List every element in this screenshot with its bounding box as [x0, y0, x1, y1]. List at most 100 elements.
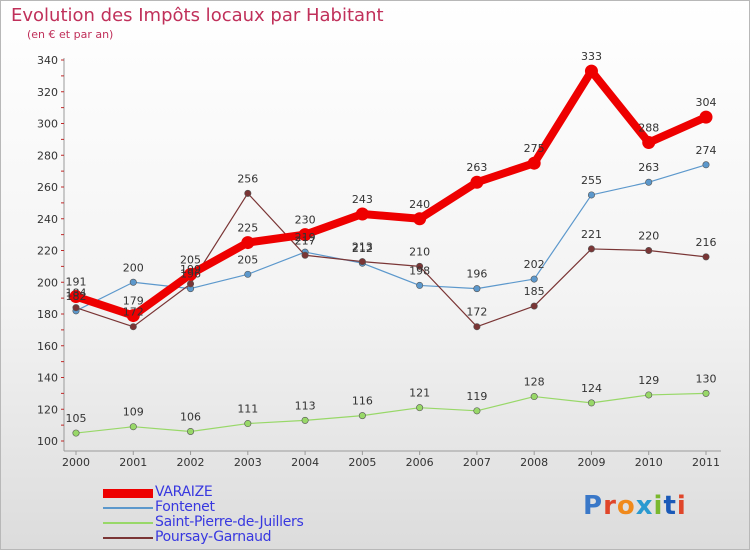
- x-tick-label: 2007: [463, 456, 491, 469]
- data-point-saint-pierre-de-juillers: [645, 391, 653, 399]
- data-point-saint-pierre-de-juillers: [72, 429, 80, 437]
- data-point-saint-pierre-de-juillers: [587, 399, 595, 407]
- data-point-fontenet: [244, 270, 252, 278]
- data-point-varaize: [355, 207, 369, 221]
- data-point-varaize: [642, 136, 656, 150]
- data-point-saint-pierre-de-juillers: [244, 420, 252, 428]
- data-label-fontenet: 219: [295, 231, 316, 244]
- data-label-varaize: 179: [123, 295, 144, 308]
- data-label-fontenet: 202: [524, 258, 545, 271]
- chart-axes: 100 120 140 160 180 200 220 240 260 280 300 320 340 2…: [37, 54, 721, 469]
- logo-letter: r: [603, 491, 617, 521]
- chart-series: [69, 64, 713, 437]
- y-tick-label: 280: [37, 149, 58, 162]
- data-label-poursay-garnaud: 220: [638, 230, 659, 243]
- data-label-varaize: 205: [180, 253, 201, 266]
- data-label-fontenet: 205: [237, 253, 258, 266]
- data-point-varaize: [69, 290, 83, 304]
- data-point-poursay-garnaud: [72, 304, 80, 312]
- logo-letter: P: [583, 491, 604, 521]
- data-label-fontenet: 182: [66, 290, 87, 303]
- data-label-varaize: 243: [352, 193, 373, 206]
- data-point-saint-pierre-de-juillers: [473, 407, 481, 415]
- data-point-saint-pierre-de-juillers: [187, 427, 195, 435]
- legend-label: Poursay-Garnaud: [155, 529, 272, 545]
- x-tick-label: 2003: [234, 456, 262, 469]
- data-label-saint-pierre-de-juillers: 130: [696, 372, 717, 385]
- data-point-fontenet: [645, 178, 653, 186]
- data-label-poursay-garnaud: 256: [237, 172, 258, 185]
- data-point-fontenet: [473, 285, 481, 293]
- x-tick-label: 2004: [291, 456, 319, 469]
- data-point-poursay-garnaud: [301, 251, 309, 259]
- data-point-saint-pierre-de-juillers: [702, 389, 710, 397]
- x-tick-label: 2001: [119, 456, 147, 469]
- data-point-varaize: [470, 175, 484, 189]
- data-label-saint-pierre-de-juillers: 121: [409, 387, 430, 400]
- data-point-varaize: [241, 236, 255, 250]
- data-point-varaize: [699, 110, 713, 124]
- data-label-poursay-garnaud: 210: [409, 245, 430, 258]
- data-label-saint-pierre-de-juillers: 124: [581, 382, 602, 395]
- data-point-poursay-garnaud: [473, 323, 481, 331]
- y-tick-label: 220: [37, 245, 58, 258]
- data-label-varaize: 288: [638, 122, 659, 135]
- data-label-poursay-garnaud: 185: [524, 285, 545, 298]
- data-point-varaize: [584, 64, 598, 78]
- data-label-fontenet: 212: [352, 242, 373, 255]
- data-label-fontenet: 196: [466, 268, 487, 281]
- data-label-poursay-garnaud: 213: [352, 241, 373, 254]
- data-point-poursay-garnaud: [702, 253, 710, 261]
- data-point-poursay-garnaud: [187, 280, 195, 288]
- x-tick-label: 2008: [520, 456, 548, 469]
- y-tick-label: 160: [37, 340, 58, 353]
- data-point-fontenet: [530, 275, 538, 283]
- data-label-fontenet: 255: [581, 174, 602, 187]
- data-label-fontenet: 200: [123, 261, 144, 274]
- data-point-varaize: [413, 212, 427, 226]
- data-label-varaize: 225: [237, 222, 258, 235]
- data-label-saint-pierre-de-juillers: 128: [524, 376, 545, 389]
- y-tick-label: 180: [37, 308, 58, 321]
- data-label-saint-pierre-de-juillers: 116: [352, 395, 373, 408]
- y-tick-label: 120: [37, 403, 58, 416]
- series-line-poursay-garnaud: [75, 192, 707, 328]
- data-point-poursay-garnaud: [530, 302, 538, 310]
- data-point-poursay-garnaud: [416, 262, 424, 270]
- x-tick-label: 2009: [577, 456, 605, 469]
- data-label-poursay-garnaud: 172: [466, 306, 487, 319]
- y-tick-label: 340: [37, 54, 58, 67]
- data-point-saint-pierre-de-juillers: [301, 416, 309, 424]
- data-label-varaize: 333: [581, 50, 602, 63]
- data-point-varaize: [298, 228, 312, 242]
- data-label-fontenet: 196: [180, 268, 201, 281]
- data-label-saint-pierre-de-juillers: 111: [237, 403, 258, 416]
- data-point-saint-pierre-de-juillers: [129, 423, 137, 431]
- data-label-saint-pierre-de-juillers: 105: [66, 412, 87, 425]
- logo-letter: x: [635, 491, 654, 521]
- data-point-poursay-garnaud: [244, 189, 252, 197]
- logo-letter: o: [616, 491, 636, 521]
- x-tick-label: 2000: [62, 456, 90, 469]
- data-point-varaize: [184, 267, 198, 281]
- legend-swatch: [103, 507, 153, 509]
- data-label-varaize: 191: [66, 276, 87, 289]
- legend-swatch: [103, 522, 153, 524]
- data-label-saint-pierre-de-juillers: 119: [466, 390, 487, 403]
- chart-title: Evolution des Impôts locaux par Habitant: [11, 5, 384, 26]
- data-label-poursay-garnaud: 172: [123, 306, 144, 319]
- data-label-poursay-garnaud: 217: [295, 234, 316, 247]
- data-point-poursay-garnaud: [129, 323, 137, 331]
- data-label-poursay-garnaud: 221: [581, 228, 602, 241]
- data-point-saint-pierre-de-juillers: [358, 412, 366, 420]
- y-tick-label: 140: [37, 372, 58, 385]
- logo-letter: i: [653, 491, 664, 521]
- x-tick-label: 2002: [177, 456, 205, 469]
- data-label-varaize: 240: [409, 198, 430, 211]
- data-label-saint-pierre-de-juillers: 113: [295, 399, 316, 412]
- logo-letter: t: [663, 491, 677, 521]
- legend-swatch: [103, 488, 153, 498]
- data-label-varaize: 275: [524, 142, 545, 155]
- y-tick-label: 200: [37, 276, 58, 289]
